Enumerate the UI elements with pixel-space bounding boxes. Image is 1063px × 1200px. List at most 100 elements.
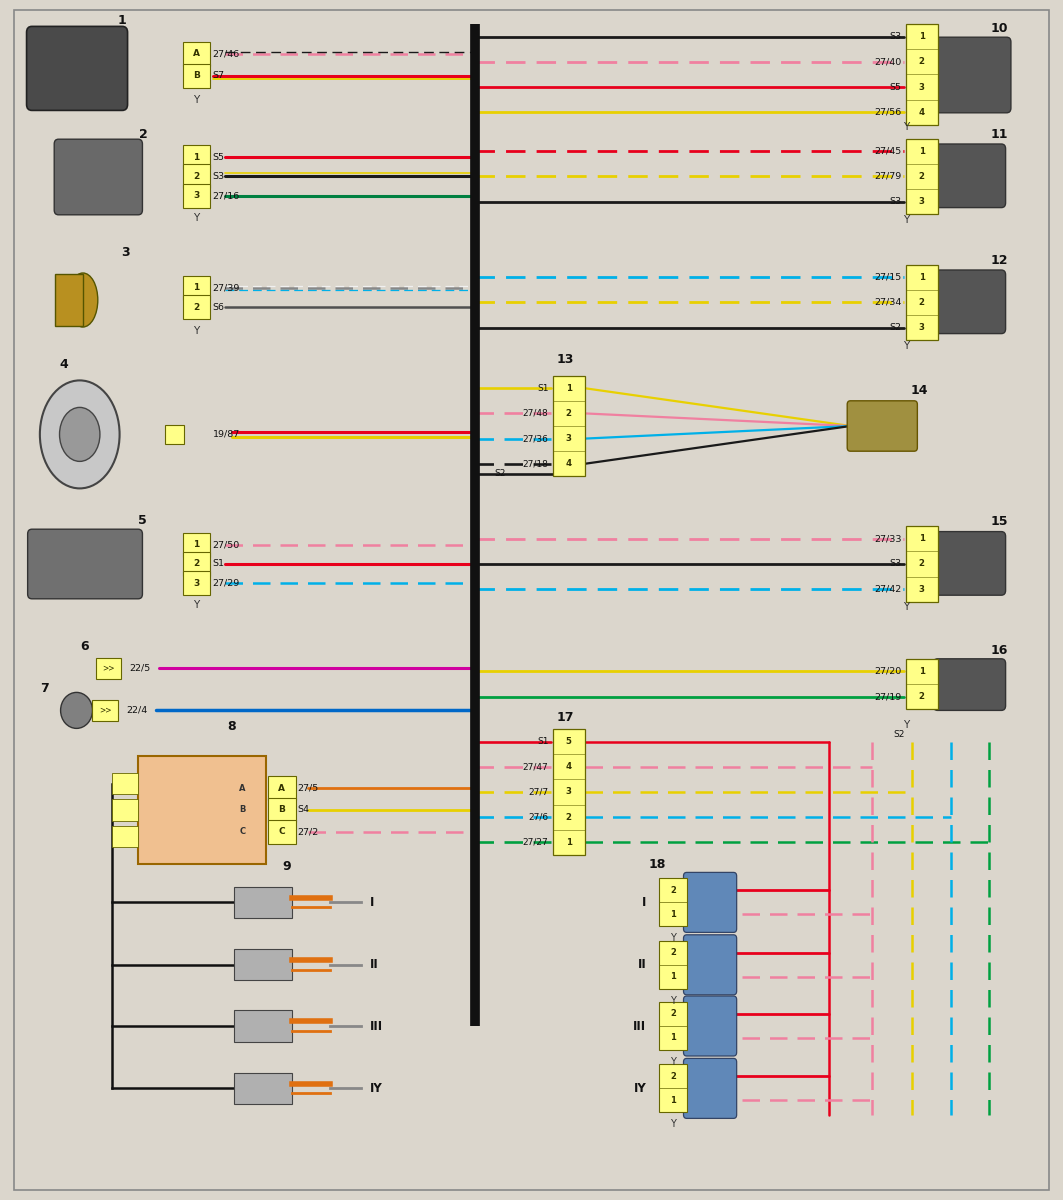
Text: 27/18: 27/18: [523, 460, 549, 468]
Text: 27/29: 27/29: [213, 578, 240, 588]
Text: 2: 2: [193, 559, 200, 569]
Text: 1: 1: [670, 1096, 676, 1105]
Bar: [906, 526, 938, 601]
Text: Y: Y: [902, 602, 909, 612]
Bar: [234, 1073, 292, 1104]
Bar: [906, 24, 938, 125]
Text: B: B: [279, 805, 285, 815]
Text: III: III: [370, 1020, 383, 1032]
Text: 7: 7: [40, 683, 49, 695]
Bar: [659, 878, 687, 926]
Text: 2: 2: [670, 886, 676, 895]
Text: 27/42: 27/42: [874, 584, 901, 594]
Text: II: II: [638, 959, 646, 971]
Text: 27/47: 27/47: [523, 762, 549, 772]
Text: 11: 11: [991, 128, 1008, 140]
Text: 18: 18: [648, 858, 665, 870]
Text: Y: Y: [902, 341, 909, 350]
Text: S7: S7: [213, 71, 224, 80]
Bar: [234, 949, 292, 980]
Text: 27/15: 27/15: [874, 272, 901, 282]
Bar: [183, 571, 210, 595]
Bar: [183, 276, 210, 300]
Bar: [906, 264, 938, 340]
Bar: [183, 64, 210, 88]
Text: 1: 1: [918, 32, 925, 41]
Text: 27/6: 27/6: [528, 812, 549, 822]
Text: >>: >>: [102, 664, 115, 673]
Text: 10: 10: [991, 23, 1008, 35]
Text: I: I: [642, 896, 646, 908]
FancyBboxPatch shape: [847, 401, 917, 451]
Text: 3: 3: [918, 323, 925, 332]
Text: 1: 1: [118, 14, 126, 26]
Text: S2: S2: [890, 323, 901, 332]
Text: Y: Y: [902, 122, 909, 132]
Text: B: B: [239, 805, 246, 815]
Text: 27/19: 27/19: [874, 692, 901, 701]
Text: 1: 1: [918, 534, 925, 544]
Text: 1: 1: [193, 152, 200, 162]
Text: 2: 2: [193, 172, 200, 181]
Text: 1: 1: [193, 283, 200, 293]
Text: 3: 3: [121, 246, 130, 258]
Text: S1: S1: [537, 384, 549, 392]
Text: 27/79: 27/79: [874, 172, 901, 181]
Text: >>: >>: [99, 706, 112, 715]
Ellipse shape: [68, 272, 98, 326]
Text: 27/7: 27/7: [528, 787, 549, 797]
Text: 27/48: 27/48: [523, 409, 549, 418]
Text: 2: 2: [139, 128, 148, 140]
Text: 9: 9: [283, 860, 291, 872]
Bar: [138, 756, 266, 864]
Text: S2: S2: [494, 469, 506, 479]
FancyBboxPatch shape: [933, 532, 1006, 595]
Text: 4: 4: [918, 108, 925, 116]
FancyBboxPatch shape: [684, 935, 737, 995]
Text: Y: Y: [670, 1120, 676, 1129]
Text: S6: S6: [213, 302, 224, 312]
Text: 22/4: 22/4: [126, 706, 148, 715]
Text: 27/50: 27/50: [213, 540, 240, 550]
Text: 27/33: 27/33: [874, 534, 901, 544]
Text: Y: Y: [193, 326, 200, 336]
Text: 1: 1: [670, 972, 676, 982]
Text: Y: Y: [670, 996, 676, 1006]
Text: S5: S5: [890, 83, 901, 91]
Text: S3: S3: [213, 172, 224, 181]
Text: 2: 2: [918, 58, 925, 66]
Bar: [234, 887, 292, 918]
Text: S3: S3: [890, 559, 901, 569]
Text: 2: 2: [566, 812, 572, 822]
Text: 2: 2: [670, 1009, 676, 1019]
Bar: [183, 145, 210, 169]
Text: 27/16: 27/16: [213, 191, 240, 200]
Bar: [906, 659, 938, 709]
Bar: [183, 184, 210, 208]
Bar: [183, 533, 210, 557]
Text: S3: S3: [890, 32, 901, 41]
Bar: [268, 820, 296, 844]
Text: C: C: [239, 827, 246, 836]
Text: 3: 3: [566, 434, 572, 443]
Bar: [268, 798, 296, 822]
Text: 27/56: 27/56: [874, 108, 901, 116]
Bar: [183, 552, 210, 576]
Text: 27/34: 27/34: [874, 298, 901, 307]
Text: 27/2: 27/2: [298, 827, 319, 836]
Bar: [112, 773, 138, 794]
Text: A: A: [279, 784, 285, 793]
Text: 4: 4: [60, 359, 68, 371]
Text: 1: 1: [918, 146, 925, 156]
Bar: [183, 164, 210, 188]
Bar: [112, 799, 138, 821]
Bar: [553, 376, 585, 476]
Text: Y: Y: [193, 600, 200, 610]
Text: S4: S4: [298, 805, 309, 815]
Text: 2: 2: [670, 948, 676, 958]
Text: Y: Y: [193, 95, 200, 104]
Text: B: B: [193, 71, 200, 80]
Bar: [55, 274, 83, 326]
Text: 3: 3: [918, 83, 925, 91]
Text: 5: 5: [566, 737, 572, 746]
